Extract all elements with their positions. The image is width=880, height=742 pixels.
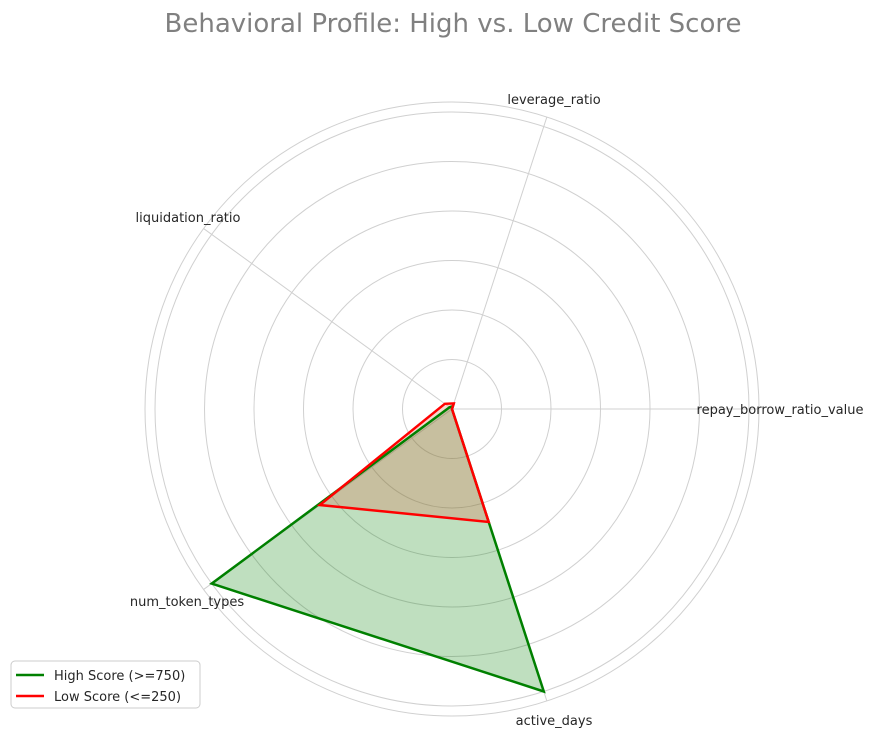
axis-labels: repay_borrow_ratio_value leverage_ratioli… — [130, 93, 864, 729]
axis-label: leverage_ratio — [507, 93, 600, 108]
axis-label: liquidation_ratio — [136, 211, 241, 226]
axis-spoke — [451, 116, 548, 410]
chart-title: Behavioral Profile: High vs. Low Credit … — [165, 9, 742, 39]
legend-label: Low Score (<=250) — [54, 690, 181, 705]
axis-spoke — [203, 228, 453, 410]
legend-label: High Score (>=750) — [54, 669, 185, 684]
radar-series — [209, 402, 546, 694]
axis-label: num_token_types — [130, 595, 245, 610]
series-fill — [319, 403, 489, 522]
series-fill — [211, 406, 544, 692]
legend-box — [10, 660, 201, 709]
series-line — [316, 402, 491, 524]
legend: High Score (>=750) Low Score (<=250) — [10, 660, 201, 709]
axis-label: active_days — [516, 714, 593, 729]
axis-label: repay_borrow_ratio_value — [697, 403, 864, 418]
